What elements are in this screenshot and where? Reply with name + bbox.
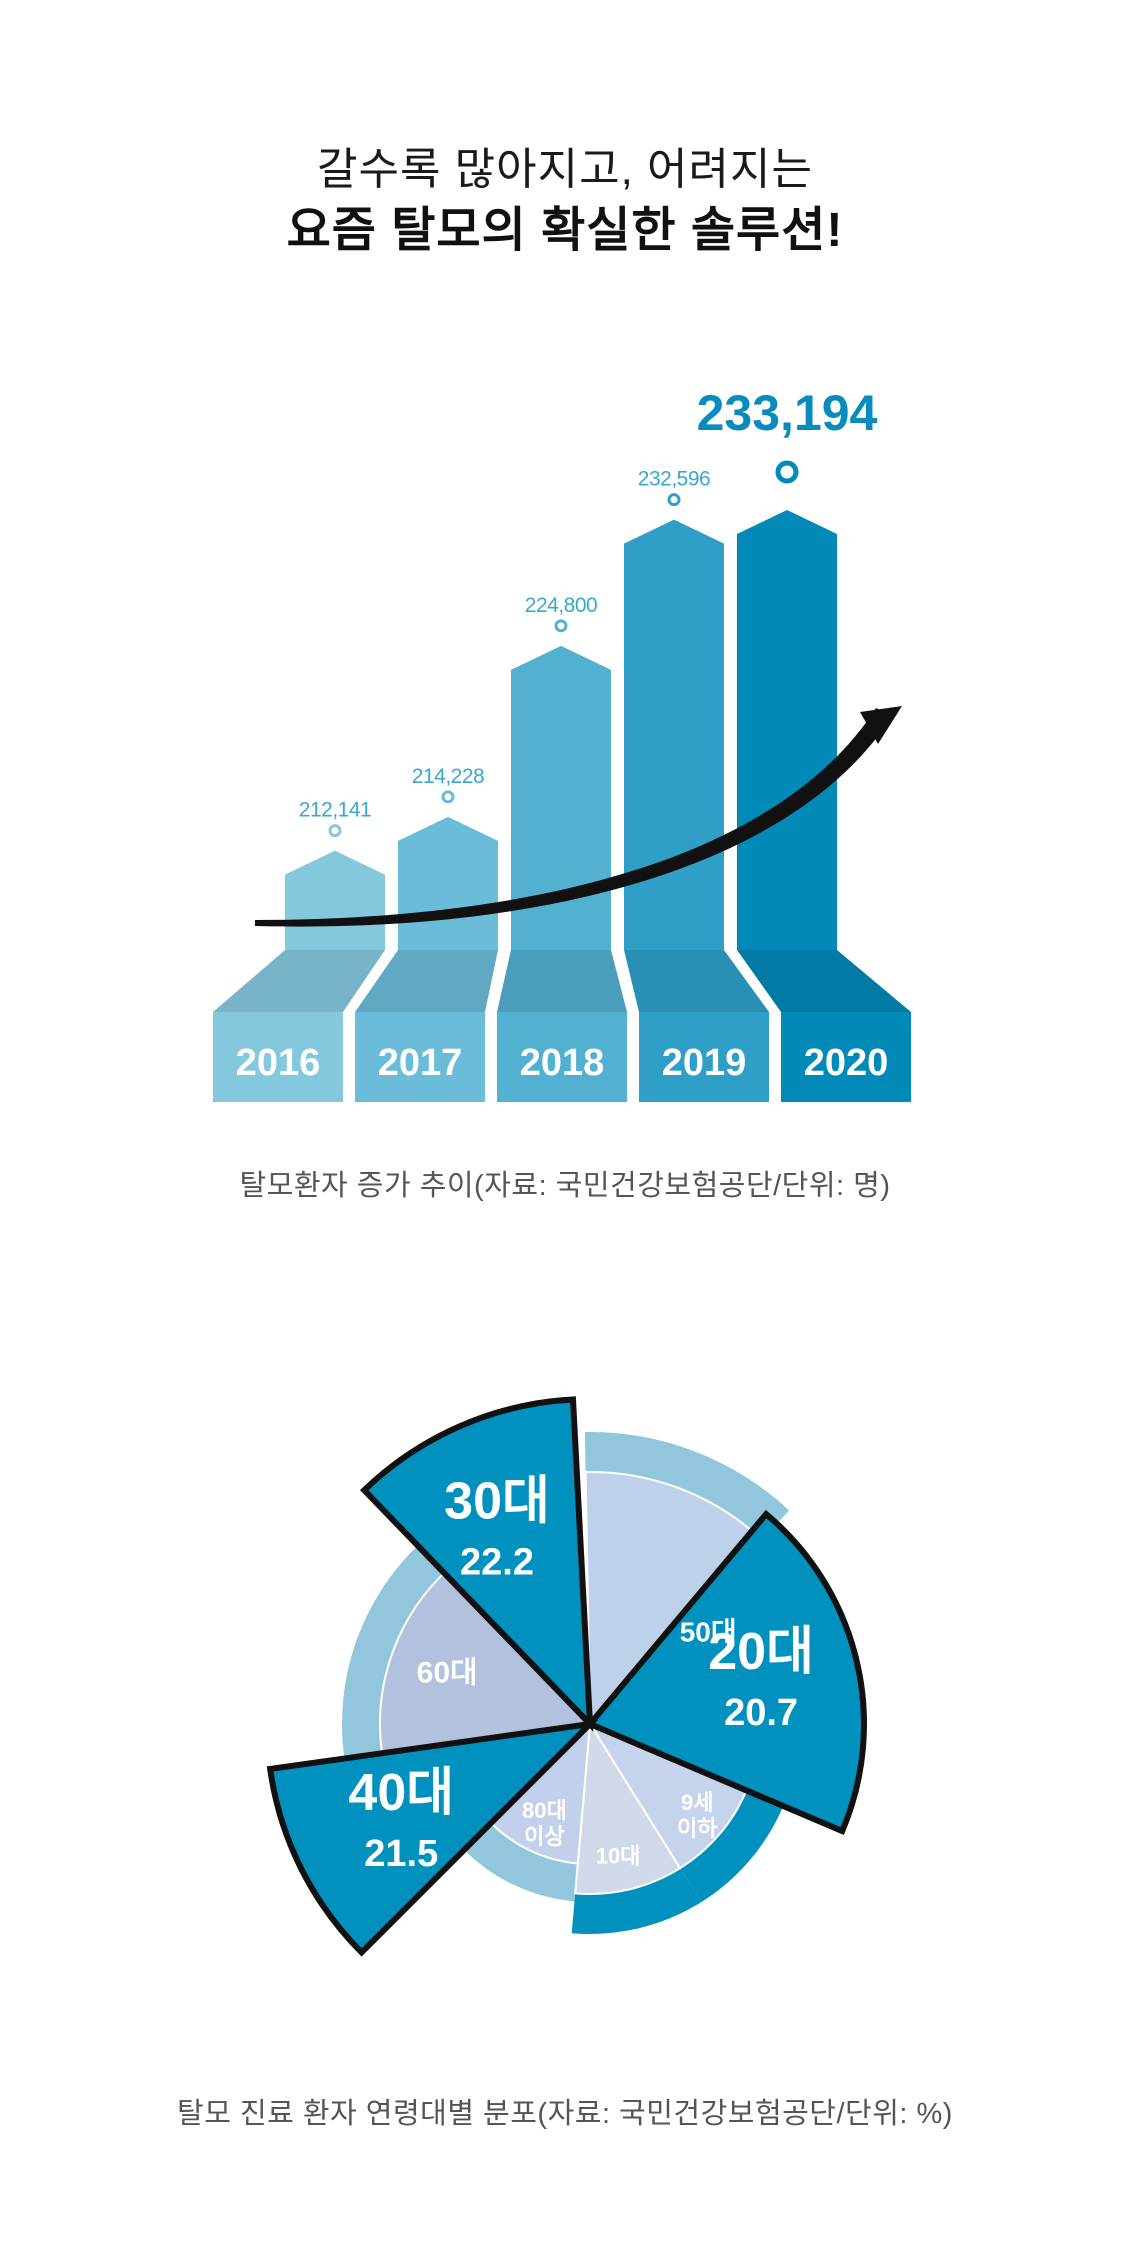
bar-base-2017 [355,950,498,1012]
slice [379,1566,593,1755]
year-tile-2016 [213,1012,343,1102]
year-label: 2016 [236,1042,321,1084]
slice [587,1721,748,1870]
slice-label: 50대 [680,1616,737,1647]
bar-base-2018 [497,950,627,1012]
value-marker [667,493,681,507]
bar-base-2016 [213,950,385,1012]
slice [574,1720,682,1895]
slice-ring [584,1432,790,1540]
year-label: 2017 [378,1042,463,1084]
slice-highlight [585,1509,867,1835]
year-label: 2019 [662,1042,747,1084]
slice-value: 22.2 [460,1542,534,1584]
slice-highlight [266,1719,599,1957]
value-marker [328,824,342,838]
value-marker [775,460,799,484]
value-label: 224,800 [525,594,597,617]
slice-label: 30대 [444,1473,550,1531]
year-label: 2020 [804,1042,889,1084]
value-marker [554,619,568,633]
value-label: 233,194 [697,385,878,441]
bar-chart-caption: 탈모환자 증가 추이(자료: 국민건강보험공단/단위: 명) [239,1170,891,1202]
value-label: 232,596 [638,468,710,491]
slice-ring [461,1821,578,1902]
slice-label: 40대 [348,1764,454,1822]
trend-arrow-shaft [255,708,892,927]
year-tile-2020 [781,1012,911,1102]
slice-label: 9세 [681,1790,713,1815]
bar-2020 [737,510,837,950]
bar-chart: 2016 212,141 2017 214,228 2018 224,800 2019 232… [213,385,911,1102]
headline: 갈수록 많아지고, 어려지는 요즘 탈모의 확실한 솔루션! [0,140,1130,264]
bar-2019 [624,519,724,950]
value-label: 214,228 [412,765,484,788]
slice-label: 80대 [522,1798,567,1823]
bar-base-2019 [624,950,769,1012]
slice-label: 이하 [677,1816,718,1841]
pie-chart-caption: 탈모 진료 환자 연령대별 분포(자료: 국민건강보험공단/단위: %) [177,2098,953,2130]
headline-line2: 요즘 탈모의 확실한 솔루션! [286,204,844,258]
bar-2018 [511,645,611,950]
slice-highlight [359,1396,594,1732]
slice-label: 10대 [596,1844,641,1869]
slice-ring [680,1790,784,1903]
year-tile-2017 [355,1012,485,1102]
bar-base-2020 [737,950,911,1012]
slice-ring [571,1868,702,1934]
year-tile-2019 [639,1012,769,1102]
slice-ring [341,1539,450,1759]
year-label: 2018 [520,1042,605,1084]
value-label: 212,141 [299,799,371,822]
year-tile-2018 [497,1012,627,1102]
headline-line1: 갈수록 많아지고, 어려지는 [317,145,813,194]
value-marker [441,790,455,804]
trend-arrow-head [860,706,902,744]
slice-label: 20대 [708,1623,814,1681]
slice-label: 60대 [417,1657,478,1690]
slice-label: 이상 [524,1824,564,1849]
slice-value: 21.5 [364,1833,438,1875]
slice-value: 20.7 [724,1692,798,1734]
